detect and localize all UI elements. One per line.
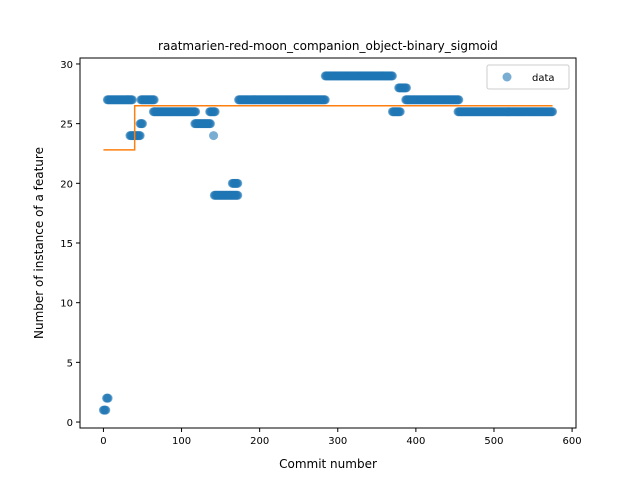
- x-tick-label: 400: [406, 436, 425, 447]
- legend-marker-data: [502, 72, 512, 82]
- x-tick-label: 500: [484, 436, 503, 447]
- data-point: [210, 107, 220, 117]
- data-point: [209, 131, 219, 141]
- x-axis-label: Commit number: [279, 457, 377, 471]
- y-axis-ticks: 0 5 10 15 20 25 30: [60, 60, 80, 429]
- fit-line: [103, 104, 553, 151]
- data-point: [454, 95, 464, 105]
- data-point: [103, 393, 113, 403]
- x-tick-label: 600: [563, 436, 582, 447]
- x-axis-ticks: 0 100 200 300 400 500 600: [100, 428, 582, 447]
- legend-box: [486, 64, 570, 90]
- data-point: [137, 119, 147, 129]
- data-point: [548, 107, 558, 117]
- data-point: [233, 190, 243, 200]
- data-point: [135, 131, 145, 141]
- y-tick-label: 20: [60, 179, 73, 190]
- data-point: [320, 95, 330, 105]
- fit-line-layer: [103, 104, 553, 151]
- data-point: [395, 107, 405, 117]
- data-point: [205, 119, 215, 129]
- x-tick-label: 100: [172, 436, 191, 447]
- x-tick-label: 0: [100, 436, 106, 447]
- y-tick-label: 10: [60, 299, 73, 310]
- legend-label-data: data: [532, 73, 555, 84]
- data-point: [149, 95, 159, 105]
- data-point: [101, 405, 111, 415]
- y-tick-label: 5: [67, 358, 73, 369]
- x-tick-label: 200: [250, 436, 269, 447]
- data-point: [402, 83, 412, 93]
- data-point: [387, 71, 397, 81]
- y-tick-label: 30: [60, 60, 73, 71]
- data-point: [233, 178, 243, 188]
- data-point: [127, 95, 137, 105]
- x-tick-label: 300: [328, 436, 347, 447]
- legend: data: [486, 64, 570, 90]
- chart-title: raatmarien-red-moon_companion_object-bin…: [158, 39, 498, 53]
- data-point: [191, 107, 201, 117]
- y-tick-label: 25: [60, 120, 73, 131]
- y-tick-label: 0: [67, 418, 73, 429]
- y-tick-label: 15: [60, 239, 73, 250]
- y-axis-label: Number of instance of a feature: [32, 147, 46, 339]
- data-points: [98, 71, 558, 415]
